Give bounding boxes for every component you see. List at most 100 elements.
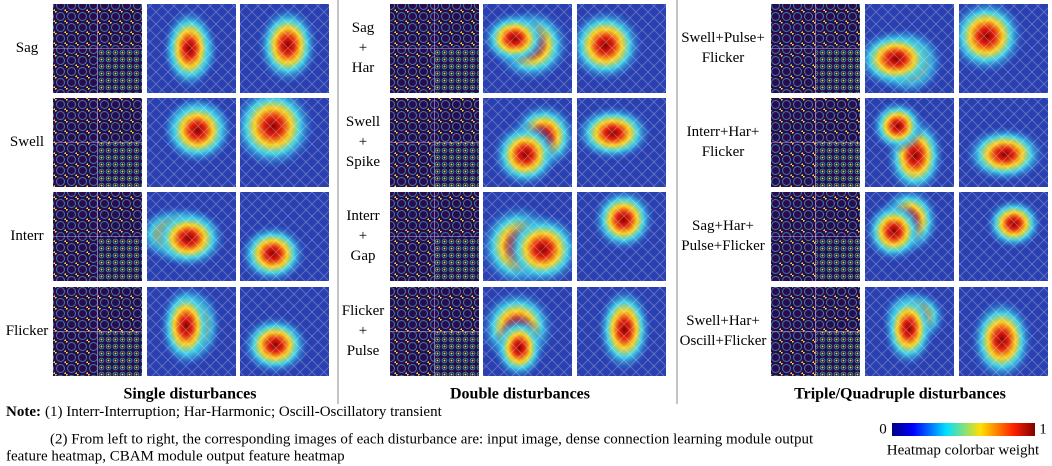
feature-heatmap <box>865 4 954 93</box>
heat <box>483 4 572 93</box>
note-item: feature heatmap, CBAM module output feat… <box>6 448 345 464</box>
tile <box>815 48 860 93</box>
mesh <box>240 287 329 376</box>
row-label: Swell+Pulse+ <box>681 30 765 46</box>
row-label: Sag+Har+ <box>692 218 754 234</box>
feature-heatmap <box>147 98 236 187</box>
feature-heatmap <box>577 192 666 281</box>
mesh <box>959 98 1048 187</box>
mesh <box>483 98 572 187</box>
input-image <box>771 4 860 93</box>
tile <box>434 236 479 281</box>
heat <box>147 192 236 281</box>
row-label: Gap <box>351 248 376 264</box>
note: Note: (1) Interr-Interruption; Har-Harmon… <box>6 404 443 420</box>
panel-title: Double disturbances <box>450 386 590 403</box>
mesh <box>865 192 954 281</box>
feature-heatmap <box>147 4 236 93</box>
row-label: Flicker <box>702 50 745 66</box>
heat <box>483 98 572 187</box>
mesh <box>483 287 572 376</box>
row-label: + <box>359 134 367 150</box>
mesh <box>147 287 236 376</box>
heat <box>865 192 954 281</box>
heat <box>240 192 329 281</box>
row-label: Flicker <box>702 144 745 160</box>
row-label: Interr+Har+ <box>687 124 760 140</box>
row-label: Oscill+Flicker <box>680 333 767 349</box>
row-label: Spike <box>346 154 381 170</box>
heat <box>577 98 666 187</box>
mesh <box>147 98 236 187</box>
feature-heatmap <box>577 4 666 93</box>
mesh <box>959 4 1048 93</box>
heat <box>959 192 1048 281</box>
heat <box>240 98 329 187</box>
panel-title: Single disturbances <box>124 386 257 403</box>
note-label: Note: <box>6 404 41 420</box>
mesh <box>865 98 954 187</box>
mesh <box>483 4 572 93</box>
row-label: Swell <box>346 114 380 130</box>
mesh <box>240 4 329 93</box>
feature-heatmap <box>147 287 236 376</box>
tile <box>97 142 142 187</box>
input-image <box>771 192 860 281</box>
feature-heatmap <box>959 287 1048 376</box>
row-label: Sag <box>16 40 39 56</box>
heat <box>959 4 1048 93</box>
heat <box>865 287 954 376</box>
row-label: Pulse <box>347 343 380 359</box>
row-label: + <box>359 40 367 56</box>
mesh <box>865 4 954 93</box>
tile <box>815 236 860 281</box>
input-image <box>390 192 479 281</box>
row-label: Pulse+Flicker <box>681 238 764 254</box>
colorbar-max: 1 <box>1039 421 1047 437</box>
feature-heatmap <box>483 4 572 93</box>
colorbar-min: 0 <box>879 421 887 437</box>
feature-heatmap <box>147 192 236 281</box>
feature-heatmap <box>483 98 572 187</box>
heat <box>147 4 236 93</box>
input-image <box>390 98 479 187</box>
tile <box>434 48 479 93</box>
mesh <box>865 287 954 376</box>
tile <box>97 48 142 93</box>
heat <box>483 287 572 376</box>
mesh <box>959 192 1048 281</box>
mesh <box>577 287 666 376</box>
input-image <box>771 98 860 187</box>
heat <box>147 287 236 376</box>
input-image <box>53 4 142 93</box>
heat <box>577 4 666 93</box>
mesh <box>147 192 236 281</box>
heat <box>865 98 954 187</box>
heat <box>959 98 1048 187</box>
heat <box>483 192 572 281</box>
mesh <box>577 98 666 187</box>
feature-heatmap <box>959 4 1048 93</box>
feature-heatmap <box>865 192 954 281</box>
mesh <box>577 4 666 93</box>
row-label: + <box>359 323 367 339</box>
feature-heatmap <box>240 192 329 281</box>
input-image <box>53 98 142 187</box>
feature-heatmap <box>240 98 329 187</box>
heat <box>577 192 666 281</box>
feature-heatmap <box>483 192 572 281</box>
colorbar-label: Heatmap colorbar weight <box>887 442 1040 458</box>
feature-heatmap <box>483 287 572 376</box>
feature-heatmap <box>240 4 329 93</box>
feature-heatmap <box>240 287 329 376</box>
row-label: Flicker <box>342 303 385 319</box>
row-label: Interr <box>10 228 43 244</box>
mesh <box>240 98 329 187</box>
heat <box>147 98 236 187</box>
input-image <box>53 192 142 281</box>
heat <box>865 4 954 93</box>
input-image <box>771 287 860 376</box>
feature-heatmap <box>865 98 954 187</box>
mesh <box>577 192 666 281</box>
